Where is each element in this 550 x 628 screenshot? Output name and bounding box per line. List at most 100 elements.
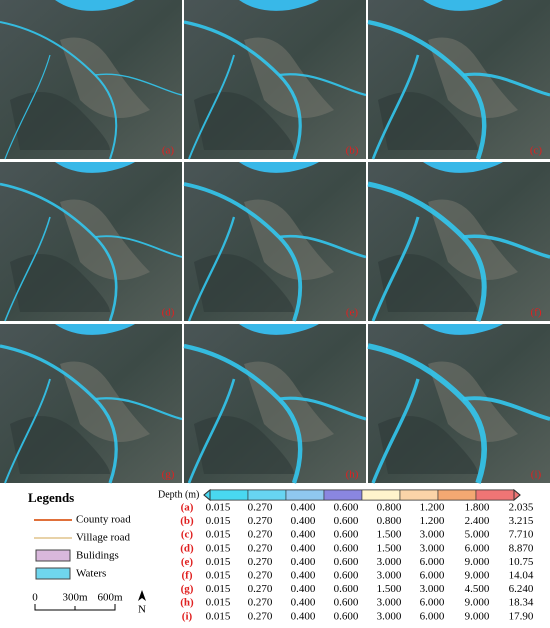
depth-value: 0.400 [291,529,316,541]
depth-value: 10.75 [509,556,534,568]
depth-value: 0.270 [248,542,273,554]
depth-value: 0.270 [248,502,273,514]
depth-value: 0.400 [291,502,316,514]
depth-value: 3.215 [509,515,534,527]
colorbar-segment [209,489,249,501]
depth-value: 7.710 [509,529,534,541]
flood-water [187,216,236,322]
depth-value: 0.400 [291,556,316,568]
depth-value: 3.000 [377,610,402,622]
row-label: (d) [180,542,194,554]
depth-value: 0.270 [248,610,273,622]
depth-value: 0.400 [291,597,316,609]
flood-water [0,182,118,322]
depth-table: Depth (m) [158,488,521,502]
depth-value: 17.90 [509,610,534,622]
row-label: (h) [180,597,194,609]
depth-value: 2.035 [509,502,534,514]
flood-water [188,54,235,160]
map-panel: (g) [0,324,183,484]
depth-value: 0.270 [248,529,273,541]
terrain-patch [194,416,294,474]
depth-value: 3.000 [377,570,402,582]
map-panel: (b) [183,0,367,160]
depth-value: 9.000 [465,570,490,582]
flood-water [367,343,488,484]
depth-value: 1.500 [377,583,402,595]
flood-water [371,54,420,160]
depth-value: 0.015 [206,556,231,568]
depth-value: 0.015 [206,542,231,554]
panel-label: (e) [346,307,359,319]
depth-value: 0.270 [248,515,273,527]
map-panel: (d) [0,162,183,322]
flood-water [278,234,367,259]
panel-label: (b) [346,145,359,157]
flood-water [187,378,236,484]
colorbar-segment [323,489,363,501]
depth-value: 6.000 [420,556,445,568]
terrain-patch [60,199,150,280]
depth-value: 1.500 [377,529,402,541]
legend: Legends County road Village road Bulidin… [28,490,146,616]
depth-value: 18.34 [509,597,534,609]
depth-value: 0.400 [291,542,316,554]
map-panel: (h) [183,324,367,484]
depth-value: 6.000 [420,610,445,622]
flood-water [4,378,51,484]
terrain-patch [428,37,518,118]
reservoir [239,0,319,11]
depth-value: 3.000 [377,556,402,568]
depth-value: 1.800 [465,502,490,514]
buildings-swatch [35,549,71,562]
map-panel: (c) [367,0,550,160]
colorbar-segment [437,489,477,501]
terrain-patch [378,254,478,312]
flood-water [367,181,487,322]
scale-label: 300m [62,592,88,604]
map-panel: (e) [183,162,367,322]
depth-value: 5.000 [465,529,490,541]
panel-grid: (a) (b) (c) (d) (e) (f) (g) (h) (i) [0,0,550,484]
panel-label: (i) [531,469,542,481]
depth-value: 0.015 [206,583,231,595]
flood-water [4,54,51,160]
terrain-patch [428,199,518,280]
panel-label: (h) [346,469,359,481]
depth-title: Depth (m) [158,489,199,500]
depth-value: 0.600 [334,597,359,609]
depth-value: 3.000 [420,529,445,541]
depth-value: 0.270 [248,597,273,609]
flood-water [183,20,302,160]
depth-value: 6.000 [465,542,490,554]
reservoir [423,324,503,335]
flood-water [4,216,51,322]
depth-value: 0.800 [377,515,402,527]
flood-water [94,73,183,96]
reservoir [423,162,503,173]
depth-value: 6.000 [420,597,445,609]
depth-value: 1.200 [420,515,445,527]
depth-value: 6.000 [420,570,445,582]
depth-value: 9.000 [465,610,490,622]
colorbar-segment [399,489,439,501]
colorbar-segment [247,489,287,501]
depth-value: 9.000 [465,556,490,568]
scale-bar [34,604,116,611]
flood-water [183,343,303,484]
panel-label: (f) [531,307,542,319]
depth-value: 0.600 [334,502,359,514]
waters-swatch [35,567,71,580]
row-label: (a) [181,502,194,514]
flood-water [462,72,550,97]
row-label: (c) [181,529,194,541]
flood-water [183,182,303,322]
flood-water [278,396,367,421]
north-arrow [138,590,146,601]
depth-value: 0.270 [248,583,273,595]
depth-value: 0.270 [248,570,273,582]
depth-value: 2.400 [465,515,490,527]
panel-label: (c) [530,145,543,157]
panel-label: (g) [162,469,175,481]
